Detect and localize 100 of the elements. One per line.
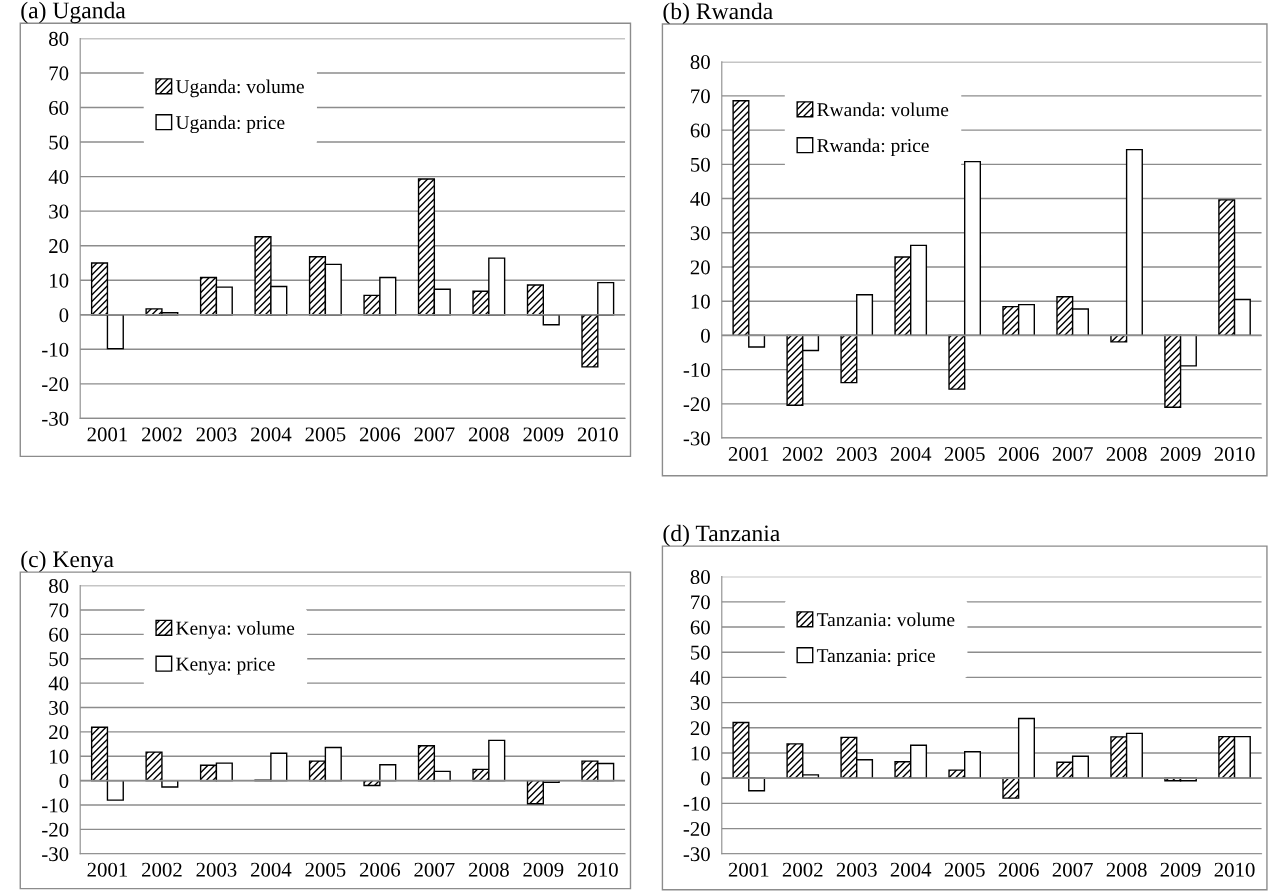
x-tick-label: 2005 bbox=[305, 427, 346, 442]
y-tick-label: -20 bbox=[42, 377, 69, 392]
chart-title: (a) Uganda bbox=[21, 1, 126, 24]
y-tick-label: 10 bbox=[691, 746, 710, 761]
legend-label: Rwanda: price bbox=[817, 138, 929, 157]
x-tick-label: 2003 bbox=[836, 862, 877, 877]
y-tick-label: -20 bbox=[42, 822, 69, 837]
y-tick-label: 70 bbox=[49, 603, 69, 618]
x-tick-label: 2001 bbox=[87, 427, 128, 442]
y-tick-label: 0 bbox=[59, 308, 69, 323]
y-tick-label: 0 bbox=[59, 774, 69, 789]
legend-label: Uganda: volume bbox=[175, 79, 304, 98]
y-tick-label: 80 bbox=[49, 31, 69, 46]
x-tick-label: 2003 bbox=[836, 447, 877, 462]
y-tick-label: 40 bbox=[690, 191, 710, 206]
x-tick-label: 2004 bbox=[890, 447, 932, 462]
y-tick-label: 40 bbox=[48, 676, 69, 691]
legend-label: Kenya: volume bbox=[176, 621, 295, 639]
x-tick-label: 2004 bbox=[250, 427, 292, 442]
x-tick-label: 2002 bbox=[142, 862, 182, 877]
x-tick-label: 2010 bbox=[577, 427, 618, 442]
y-tick-label: 20 bbox=[49, 725, 69, 740]
y-tick-label: -30 bbox=[683, 431, 710, 446]
legend-label: Uganda: price bbox=[175, 115, 285, 134]
y-tick-label: 40 bbox=[690, 670, 710, 685]
x-tick-label: 2005 bbox=[944, 447, 985, 462]
x-tick-label: 2008 bbox=[468, 862, 509, 877]
chart-title: (c) Kenya bbox=[21, 550, 114, 573]
chart-title: (b) Rwanda bbox=[663, 2, 773, 25]
y-tick-label: -30 bbox=[42, 847, 69, 862]
x-tick-label: 2010 bbox=[1214, 862, 1255, 877]
x-tick-label: 2006 bbox=[998, 862, 1039, 877]
x-tick-label: 2006 bbox=[359, 427, 401, 442]
x-tick-label: 2008 bbox=[1106, 447, 1147, 462]
y-tick-label: 0 bbox=[701, 771, 710, 786]
y-tick-label: -10 bbox=[42, 342, 69, 357]
x-tick-label: 2007 bbox=[1052, 447, 1093, 462]
x-tick-label: 2004 bbox=[890, 862, 932, 877]
y-tick-label: 30 bbox=[690, 226, 710, 241]
y-tick-label: 70 bbox=[691, 595, 710, 610]
y-tick-label: 30 bbox=[690, 695, 710, 711]
x-tick-label: 2006 bbox=[359, 862, 401, 877]
x-tick-label: 2007 bbox=[414, 427, 455, 442]
x-tick-label: 2001 bbox=[87, 862, 128, 877]
x-tick-label: 2010 bbox=[1214, 447, 1255, 462]
x-tick-label: 2007 bbox=[414, 862, 455, 877]
x-tick-label: 2010 bbox=[577, 862, 618, 877]
y-tick-label: -10 bbox=[683, 796, 710, 811]
x-tick-label: 2003 bbox=[196, 862, 237, 877]
x-tick-label: 2009 bbox=[523, 862, 564, 877]
y-tick-label: 80 bbox=[49, 578, 69, 593]
y-tick-label: 50 bbox=[49, 135, 69, 150]
x-tick-label: 2004 bbox=[250, 862, 292, 877]
y-tick-label: -20 bbox=[683, 397, 710, 412]
x-tick-label: 2009 bbox=[523, 427, 564, 442]
y-tick-label: 20 bbox=[690, 260, 710, 275]
y-tick-label: 20 bbox=[690, 721, 710, 736]
y-tick-label: 80 bbox=[690, 55, 710, 70]
y-tick-label: 60 bbox=[49, 627, 69, 642]
x-tick-label: 2002 bbox=[142, 427, 182, 442]
x-tick-label: 2009 bbox=[1160, 447, 1201, 462]
legend-label: Rwanda: volume bbox=[817, 102, 949, 117]
x-tick-label: 2003 bbox=[196, 427, 237, 442]
y-tick-label: 30 bbox=[49, 204, 69, 219]
x-tick-label: 2001 bbox=[728, 862, 769, 877]
y-tick-label: -30 bbox=[42, 411, 69, 426]
y-tick-label: 50 bbox=[49, 652, 69, 667]
legend-label: Kenya: price bbox=[176, 657, 275, 675]
y-tick-label: -10 bbox=[42, 798, 69, 813]
x-tick-label: 2002 bbox=[782, 447, 823, 462]
y-tick-label: 60 bbox=[690, 123, 710, 138]
x-tick-label: 2001 bbox=[728, 447, 769, 462]
y-tick-label: 40 bbox=[48, 169, 69, 185]
y-tick-label: -30 bbox=[683, 847, 710, 862]
x-tick-label: 2006 bbox=[998, 447, 1039, 462]
y-tick-label: 50 bbox=[691, 645, 710, 660]
chart-title: (d) Tanzania bbox=[663, 524, 780, 547]
y-tick-label: 20 bbox=[49, 239, 69, 254]
y-tick-label: -20 bbox=[683, 821, 710, 837]
legend-label: Tanzania: volume bbox=[816, 612, 955, 627]
y-tick-label: 80 bbox=[690, 570, 710, 585]
x-tick-label: 2008 bbox=[1106, 862, 1147, 877]
y-tick-label: 10 bbox=[50, 749, 69, 764]
y-tick-label: 70 bbox=[49, 66, 69, 81]
x-tick-label: 2008 bbox=[468, 427, 509, 442]
y-tick-label: 30 bbox=[49, 700, 69, 715]
y-tick-label: 60 bbox=[49, 100, 69, 115]
x-tick-label: 2005 bbox=[305, 862, 346, 877]
y-tick-label: 50 bbox=[691, 157, 710, 172]
y-tick-label: 10 bbox=[50, 273, 69, 288]
y-tick-label: 10 bbox=[691, 294, 710, 309]
x-tick-label: 2007 bbox=[1052, 862, 1093, 877]
y-tick-label: 60 bbox=[690, 620, 710, 635]
y-tick-label: 0 bbox=[701, 328, 710, 343]
x-tick-label: 2005 bbox=[944, 862, 985, 877]
x-tick-label: 2009 bbox=[1160, 862, 1201, 877]
legend-label: Tanzania: price bbox=[816, 649, 935, 667]
x-tick-label: 2002 bbox=[782, 862, 823, 877]
y-tick-label: -10 bbox=[683, 363, 710, 378]
y-tick-label: 70 bbox=[691, 89, 710, 104]
